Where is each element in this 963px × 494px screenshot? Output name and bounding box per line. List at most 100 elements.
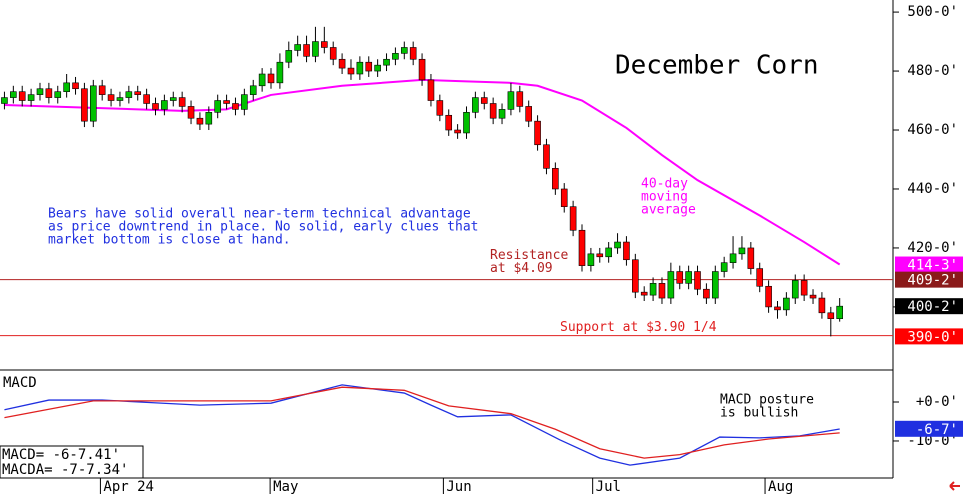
candle-body — [196, 117, 204, 125]
price-tag-label: -6-7' — [916, 422, 958, 438]
candle-body — [125, 91, 133, 98]
candle-body — [783, 297, 790, 311]
x-tick-label: Jul — [596, 479, 621, 494]
candle-body — [409, 47, 417, 60]
candle-body — [480, 97, 488, 104]
moving-average — [4, 78, 841, 266]
candle-body — [294, 44, 301, 51]
candle-body — [321, 41, 328, 48]
candle-body — [525, 106, 532, 122]
price-tag — [895, 271, 963, 288]
candle-body — [569, 206, 577, 231]
candle-body — [329, 47, 337, 60]
candle-body — [214, 100, 221, 113]
candle-body — [276, 61, 284, 84]
candle-body — [303, 44, 310, 57]
candle-body — [89, 85, 97, 122]
candle-body — [187, 106, 195, 119]
panel-title: MACD — [3, 375, 37, 391]
candle-body — [383, 58, 390, 66]
candle-body — [596, 253, 604, 258]
candle-body — [54, 91, 62, 98]
candle-body — [516, 91, 524, 107]
candle-body — [169, 97, 177, 101]
candle-body — [694, 271, 701, 290]
candle-body — [765, 285, 772, 308]
scroll-arrow[interactable] — [949, 481, 960, 491]
candle-body — [543, 144, 550, 169]
candle-body — [747, 247, 755, 269]
candle-body — [427, 79, 435, 101]
candle-body — [729, 253, 737, 263]
candle-body — [374, 64, 381, 72]
candle-body — [45, 88, 53, 98]
candle-body — [63, 82, 70, 92]
ma-label: moving — [641, 190, 688, 205]
candle-body — [205, 112, 213, 125]
price-tag — [895, 298, 963, 315]
candle-body — [640, 291, 648, 296]
candle-body — [552, 168, 559, 190]
candle-body — [312, 41, 319, 57]
candle-body — [489, 103, 497, 119]
y-tick-label: 500-0' — [907, 4, 958, 20]
macd-annotation: MACD posture — [720, 393, 814, 408]
commentary: market bottom is close at hand. — [48, 233, 291, 248]
candle-body — [436, 100, 444, 116]
candle-body — [454, 129, 461, 134]
candle-body — [249, 85, 257, 95]
candle-body — [418, 58, 426, 81]
macd-line — [4, 384, 840, 466]
candle-body — [534, 120, 541, 146]
candle-body — [507, 91, 515, 110]
candle-body — [703, 288, 710, 299]
resistance-label: at $4.09 — [490, 261, 553, 276]
candle-body — [818, 297, 826, 314]
candle-body — [18, 91, 26, 101]
candle-body — [738, 247, 746, 255]
readout: MACD= -6-7.41' — [2, 447, 120, 463]
candle-body — [774, 306, 781, 311]
readout-box — [0, 445, 144, 479]
y-tick-label: 420-0' — [907, 240, 958, 256]
candle-body — [400, 47, 408, 54]
candle-body — [223, 100, 230, 104]
candle-body — [143, 94, 150, 104]
y-tick-label: 460-0' — [907, 122, 958, 138]
candle-body — [392, 53, 399, 60]
x-tick-label: Apr 24 — [103, 479, 154, 494]
candle-body — [649, 283, 657, 296]
y-tick-label: 440-0' — [907, 181, 958, 197]
candle-body — [72, 82, 79, 90]
candle-body — [800, 280, 808, 296]
candle-body — [365, 61, 373, 72]
candle-body — [338, 58, 346, 69]
candle-body — [720, 262, 728, 272]
candle-body — [614, 241, 621, 249]
candle-body — [161, 100, 168, 110]
candle-body — [98, 85, 106, 95]
candle-body — [107, 94, 115, 101]
y-tick-label: +0-0' — [916, 394, 958, 410]
candle-body — [676, 271, 684, 284]
candle-body — [27, 94, 35, 101]
macd-annotation: is bullish — [720, 406, 798, 421]
candle-body — [809, 294, 817, 299]
price-tag-label: 409-2' — [907, 273, 958, 289]
candle-body — [267, 73, 275, 84]
candle-body — [285, 50, 293, 63]
candle-body — [10, 91, 17, 98]
candle-body — [472, 97, 479, 113]
candle-body — [347, 67, 355, 75]
candle-body — [116, 97, 124, 101]
ma-label: average — [641, 203, 696, 218]
candle-body — [258, 73, 266, 87]
ma-label: 40-day — [641, 177, 688, 192]
candle-body — [36, 88, 44, 95]
candle-body — [827, 312, 835, 320]
candle-body — [587, 253, 595, 266]
candle-body — [578, 229, 586, 266]
candle-body — [81, 88, 88, 122]
resistance-label: Resistance — [490, 248, 568, 263]
